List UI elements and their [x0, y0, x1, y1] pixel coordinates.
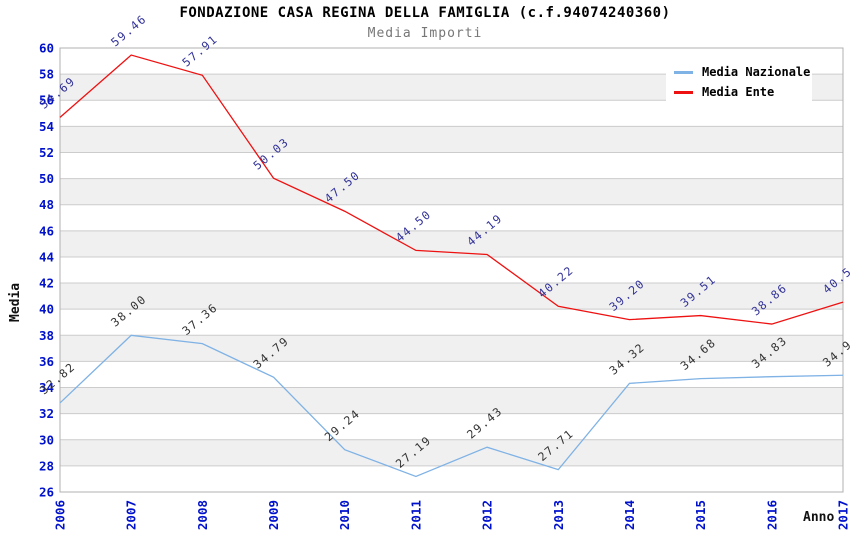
svg-text:2015: 2015	[693, 500, 708, 530]
svg-text:2010: 2010	[337, 500, 352, 530]
svg-text:30: 30	[39, 432, 54, 447]
svg-text:26: 26	[39, 485, 54, 500]
y-axis-title: Media	[8, 282, 23, 322]
svg-text:46: 46	[39, 223, 54, 238]
svg-text:34: 34	[39, 380, 54, 395]
legend-swatch-media-ente-icon	[674, 90, 693, 94]
svg-text:58: 58	[39, 67, 54, 82]
legend-swatch-media-nazionale-icon	[674, 70, 693, 74]
svg-text:2017: 2017	[836, 500, 850, 530]
legend-item-media-nazionale: Media Nazionale	[674, 65, 812, 79]
svg-text:32: 32	[39, 406, 54, 421]
legend: Media Nazionale Media Ente	[666, 56, 812, 108]
svg-text:2011: 2011	[408, 500, 423, 530]
svg-text:2013: 2013	[551, 500, 566, 530]
chart-title: FONDAZIONE CASA REGINA DELLA FAMIGLIA (c…	[179, 5, 671, 21]
svg-text:38: 38	[39, 328, 54, 343]
svg-text:2012: 2012	[480, 500, 495, 530]
svg-text:2006: 2006	[53, 500, 68, 530]
plot-bands	[60, 74, 843, 466]
svg-text:52: 52	[39, 145, 54, 160]
svg-text:50: 50	[39, 171, 54, 186]
svg-text:2016: 2016	[764, 500, 779, 530]
svg-text:57.91: 57.91	[179, 32, 220, 70]
svg-text:2014: 2014	[622, 500, 637, 530]
svg-text:42: 42	[39, 276, 54, 291]
x-tick-labels: 2006 2007 2008 2009 2010 2011 2012 2013 2014 2015…	[53, 500, 850, 530]
svg-text:56: 56	[39, 93, 54, 108]
x-axis-title: Anno	[803, 510, 835, 525]
svg-text:28: 28	[39, 458, 54, 473]
svg-text:59.46: 59.46	[108, 12, 149, 50]
svg-text:44: 44	[39, 249, 54, 264]
gridlines	[60, 47, 843, 493]
series-line-0	[59, 334, 844, 478]
legend-item-media-ente: Media Ente	[674, 85, 812, 99]
svg-text:2009: 2009	[266, 500, 281, 530]
svg-text:48: 48	[39, 197, 54, 212]
y-tick-labels: 26 28 30 32 34 36 38 40 42 44 46 48 50 52 54 56 58 60	[39, 41, 54, 500]
legend-label-media-ente: Media Ente	[702, 85, 775, 99]
svg-text:40.54: 40.54	[820, 259, 850, 297]
series-line-1	[59, 54, 844, 325]
svg-text:54: 54	[39, 119, 54, 134]
svg-text:60: 60	[39, 41, 54, 56]
plot-border	[59, 47, 844, 493]
chart-subtitle: Media Importi	[367, 26, 483, 41]
svg-text:36: 36	[39, 354, 54, 369]
legend-label-media-nazionale: Media Nazionale	[702, 65, 811, 79]
svg-text:2008: 2008	[195, 500, 210, 530]
svg-text:40: 40	[39, 302, 54, 317]
svg-text:2007: 2007	[124, 500, 139, 530]
